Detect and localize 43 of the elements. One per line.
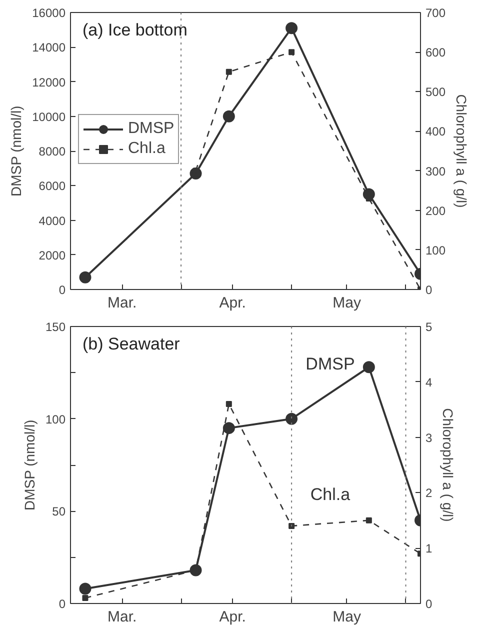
y2-tick-label: 5 bbox=[426, 320, 432, 334]
y2-tick-label: 0 bbox=[426, 283, 432, 297]
y2-tick-label: 4 bbox=[426, 375, 432, 390]
y-tick-label: 10000 bbox=[32, 110, 66, 124]
legend-label: Chl.a bbox=[128, 140, 166, 158]
y-axis-title: DMSP (nmol/l) bbox=[21, 420, 38, 511]
text: (b) Seawater bbox=[82, 334, 180, 354]
y-tick-label: 8000 bbox=[38, 144, 66, 158]
y2-tick-label: 600 bbox=[426, 46, 446, 60]
y2-tick-label: 2 bbox=[426, 486, 432, 500]
y-tick-label: 50 bbox=[52, 504, 66, 519]
y2-axis-title: Chlorophyll a ( g/l) bbox=[454, 94, 470, 208]
y2-tick-label: 1 bbox=[426, 542, 432, 556]
x-tick-label: Apr. bbox=[219, 608, 246, 626]
y-tick-label: 16000 bbox=[32, 6, 66, 20]
y2-tick-label: 500 bbox=[426, 85, 446, 100]
y2-tick-label: 400 bbox=[426, 124, 446, 139]
y-tick-label: 0 bbox=[58, 283, 66, 297]
legend-label: DMSP bbox=[128, 120, 174, 138]
y2-tick-label: 200 bbox=[426, 204, 446, 218]
series-label: DMSP bbox=[306, 354, 355, 374]
y-tick-label: 12000 bbox=[32, 75, 66, 90]
y-tick-label: 14000 bbox=[32, 40, 66, 55]
y2-tick-label: 300 bbox=[426, 164, 446, 178]
y-tick-label: 100 bbox=[45, 412, 66, 426]
y-axis-title: DMSP (nmol/l) bbox=[8, 106, 24, 197]
x-tick-label: Mar. bbox=[107, 294, 137, 312]
y-tick-label: 2000 bbox=[38, 248, 66, 262]
series-label: Chl.a bbox=[310, 484, 351, 504]
y2-tick-label: 100 bbox=[426, 243, 446, 258]
x-tick-label: Mar. bbox=[107, 608, 137, 626]
y-tick-label: 6000 bbox=[38, 179, 66, 194]
y2-tick-label: 0 bbox=[426, 597, 432, 611]
x-tick-label: Apr. bbox=[219, 294, 246, 312]
x-tick-label: May bbox=[332, 294, 362, 312]
y-tick-label: 150 bbox=[45, 320, 66, 334]
y-tick-label: 4000 bbox=[38, 214, 66, 228]
x-tick-label: May bbox=[332, 608, 362, 626]
y2-tick-label: 3 bbox=[426, 430, 432, 445]
y2-axis-title: Chlorophyll a ( g/l) bbox=[440, 408, 456, 522]
y-tick-label: 0 bbox=[58, 597, 66, 611]
y2-tick-label: 700 bbox=[426, 6, 446, 20]
text: (a) Ice bottom bbox=[82, 20, 188, 40]
